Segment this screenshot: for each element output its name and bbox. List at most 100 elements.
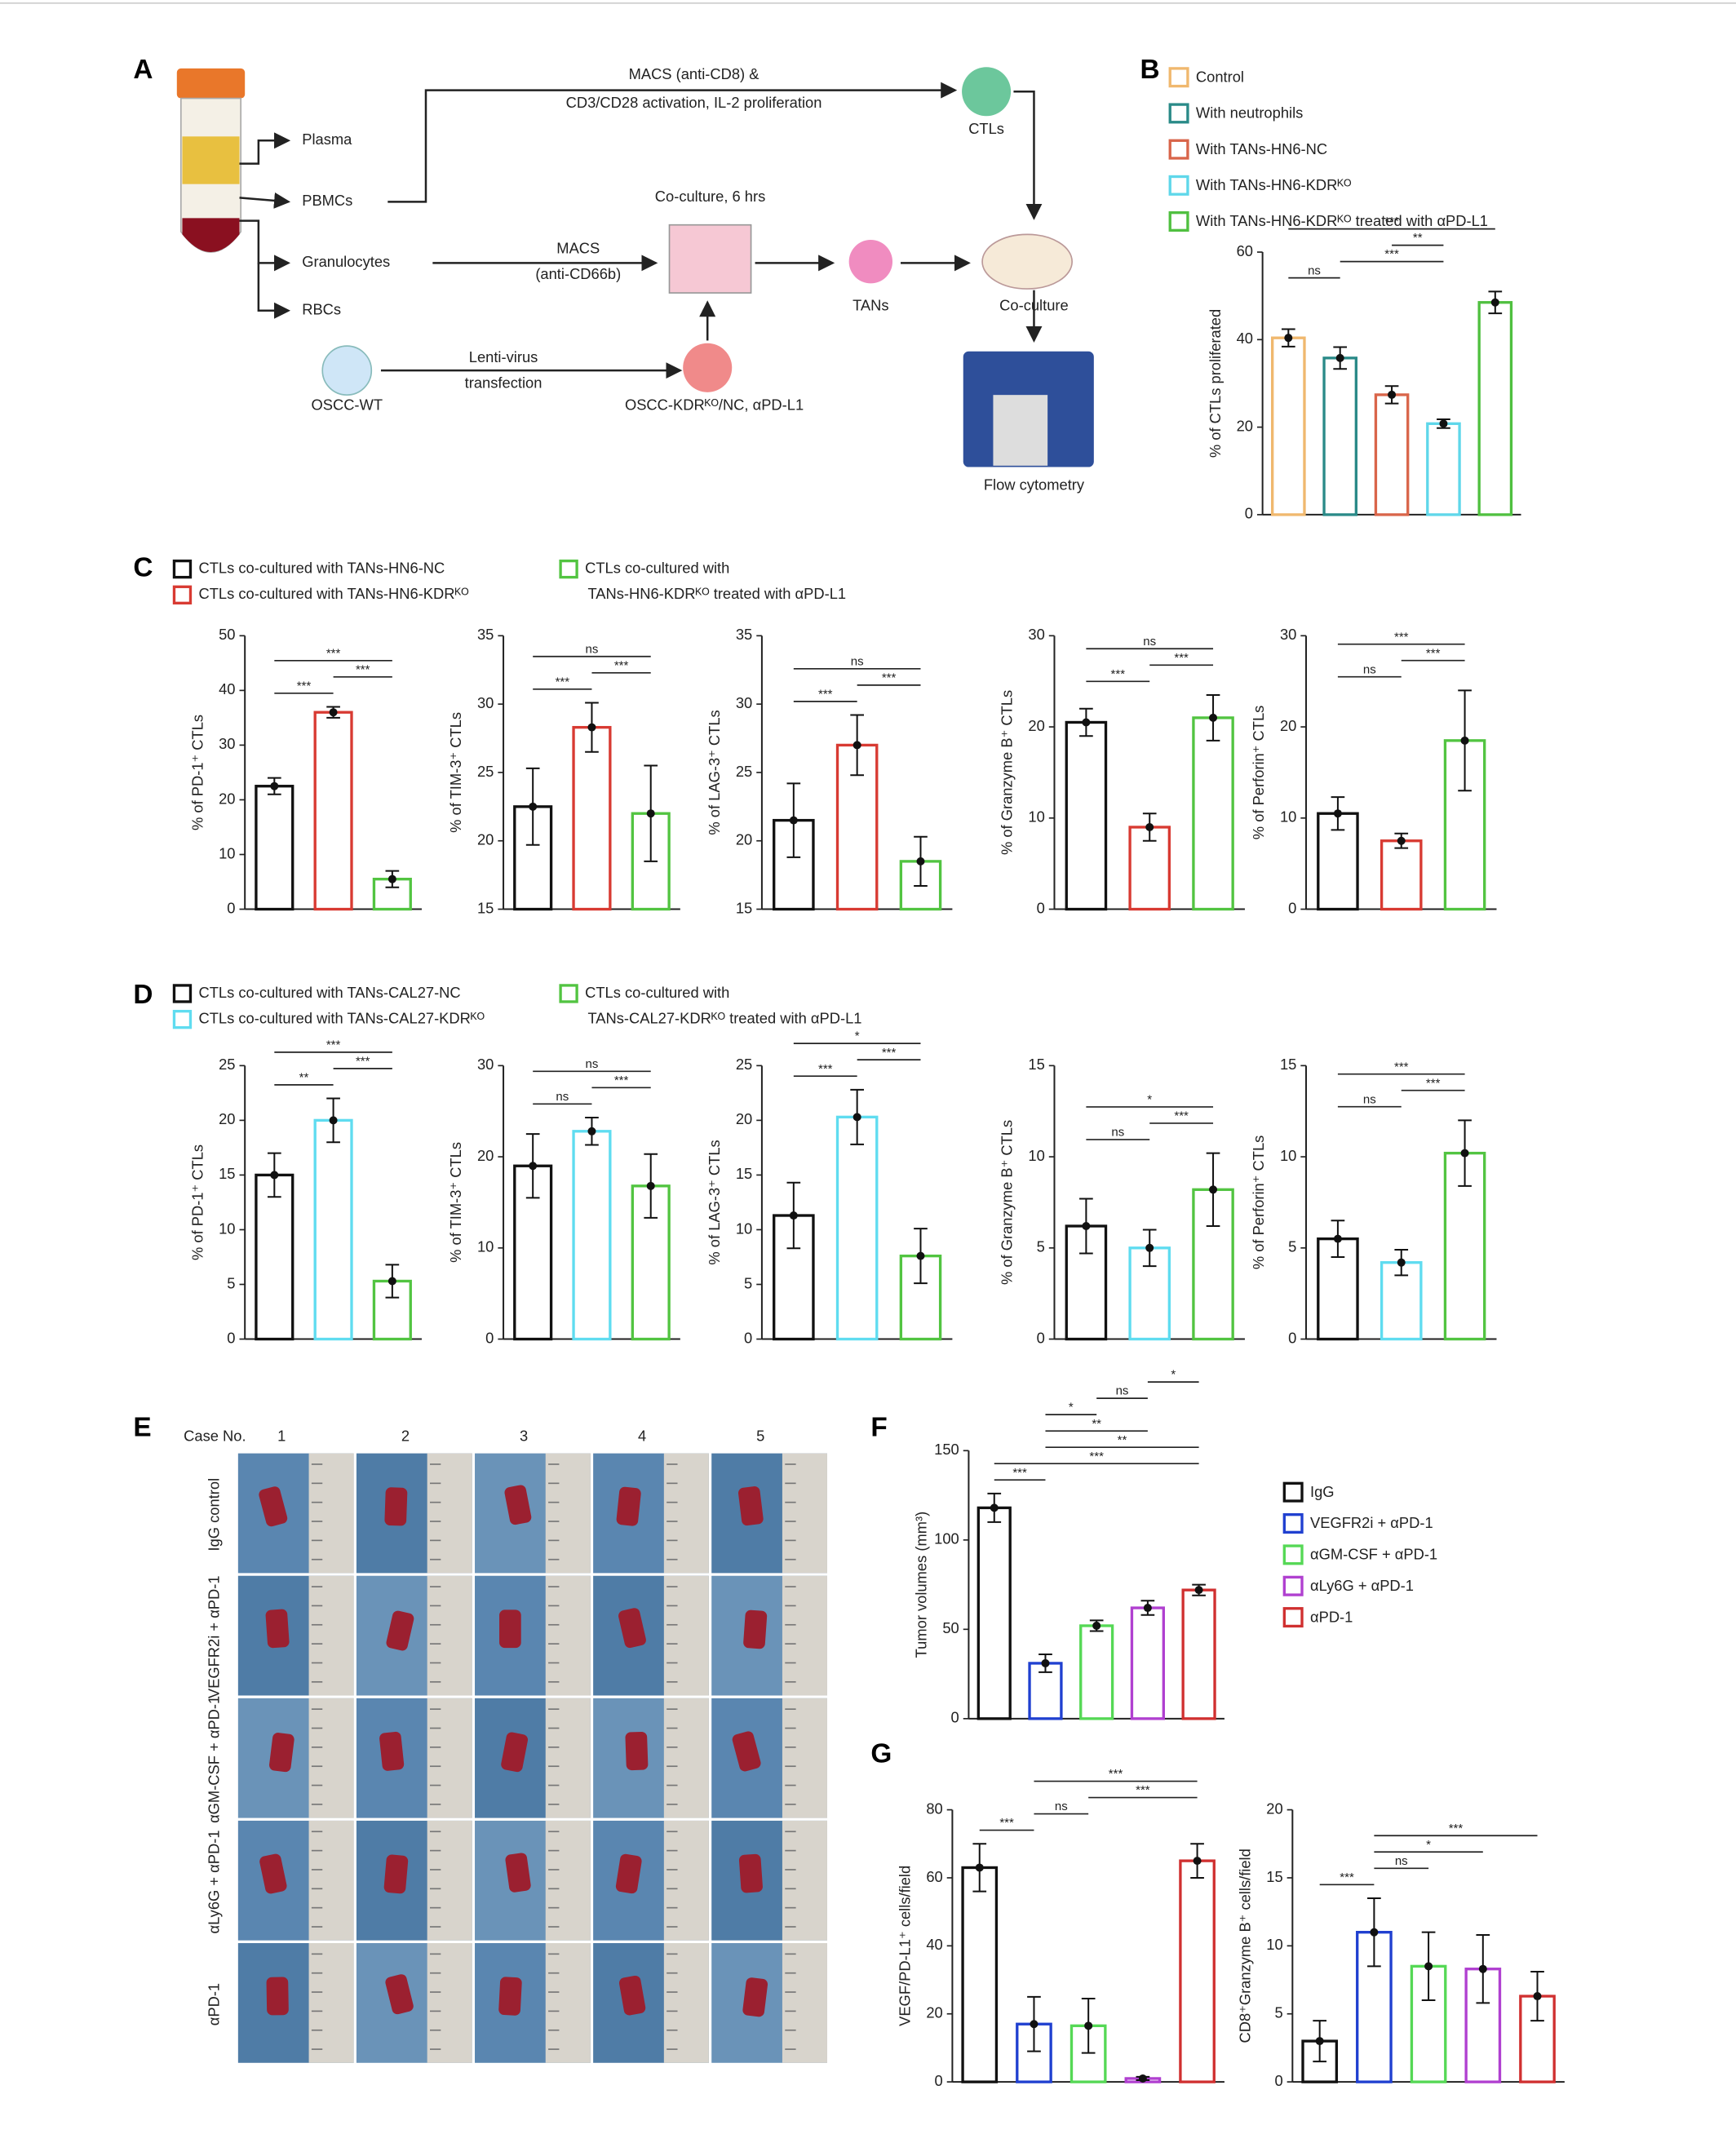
legend-label: With TANs-HN6-KDRᴷᴼ treated with αPD-L1 <box>1196 212 1488 229</box>
mean-dot <box>916 1251 925 1260</box>
significance-label: *** <box>818 687 833 701</box>
y-axis-label: % of CTLs proliferated <box>1207 309 1224 458</box>
y-tick-label: 40 <box>219 680 235 697</box>
legend-label: IgG <box>1310 1483 1335 1500</box>
flow-cytometer-port <box>993 395 1048 466</box>
tumor <box>383 1854 409 1894</box>
y-axis-label: Tumor volumes (mm³) <box>913 1512 930 1658</box>
mean-dot <box>789 816 798 825</box>
significance-label: *** <box>356 1054 370 1068</box>
y-tick-label: 20 <box>736 831 752 848</box>
photo-ruler <box>427 1698 472 1818</box>
y-tick-label: 80 <box>926 1800 942 1817</box>
photo-ruler <box>427 1943 472 2063</box>
tube-cap <box>176 68 246 99</box>
y-tick-label: 30 <box>477 694 494 711</box>
y-tick-label: 20 <box>219 1110 235 1127</box>
tumor <box>618 1975 646 2016</box>
photo-ruler <box>308 1943 354 2063</box>
significance-label: *** <box>1426 1076 1441 1090</box>
bar <box>313 1118 353 1341</box>
bar <box>1271 336 1306 516</box>
case-number: 1 <box>277 1427 286 1444</box>
mean-dot <box>1370 1928 1379 1937</box>
y-tick-label: 60 <box>1237 242 1253 259</box>
mean-dot <box>587 1127 596 1136</box>
mean-dot <box>1333 1234 1342 1243</box>
diagram-label: Lenti-virus <box>469 348 538 365</box>
bar <box>572 725 612 911</box>
tumor <box>501 1732 529 1773</box>
tumor <box>379 1731 405 1771</box>
mean-dot <box>1092 1621 1101 1630</box>
photo-ruler <box>663 1820 709 1941</box>
y-tick-label: 15 <box>219 1165 235 1182</box>
tumor <box>625 1731 649 1771</box>
y-tick-label: 100 <box>934 1530 959 1547</box>
diagram-label: MACS (anti-CD8) & <box>629 65 760 82</box>
y-tick-label: 0 <box>1037 899 1045 916</box>
y-tick-label: 10 <box>1280 1147 1296 1164</box>
panel-label: E <box>133 1412 151 1442</box>
legend-swatch <box>1168 67 1189 88</box>
legend-label: With TANs-HN6-NC <box>1196 140 1327 157</box>
y-tick-label: 30 <box>219 735 235 752</box>
significance-label: ns <box>1363 1092 1376 1106</box>
legend-label: αLy6G + αPD-1 <box>1310 1577 1414 1594</box>
significance-label: ns <box>556 1090 569 1104</box>
significance-label: ** <box>299 1071 309 1085</box>
y-tick-label: 10 <box>1028 808 1044 826</box>
bar <box>961 1866 999 2083</box>
y-tick-label: 15 <box>1280 1056 1296 1073</box>
legend-swatch <box>1168 139 1189 160</box>
y-tick-label: 30 <box>477 1056 494 1073</box>
y-axis-label: % of Granzyme B⁺ CTLs <box>999 690 1016 855</box>
mean-dot <box>646 1181 655 1190</box>
y-tick-label: 10 <box>736 1220 752 1237</box>
y-tick-label: 20 <box>1028 717 1044 734</box>
y-axis-label: % of Perforin⁺ CTLs <box>1250 706 1267 840</box>
y-axis-label: % of TIM-3⁺ CTLs <box>447 1142 464 1263</box>
y-tick-label: 0 <box>485 1329 494 1346</box>
diagram-label: CD3/CD28 activation, IL-2 proliferation <box>566 94 822 111</box>
panel-label: D <box>133 980 153 1010</box>
mean-dot <box>1439 419 1448 428</box>
ctl-cell <box>962 67 1012 117</box>
significance-label: *** <box>1012 1466 1027 1480</box>
mean-dot <box>1335 353 1344 362</box>
arrow <box>1013 90 1043 220</box>
mean-dot <box>388 874 396 883</box>
mean-dot <box>789 1211 798 1220</box>
tumor <box>499 1609 521 1649</box>
tumor <box>384 1487 408 1526</box>
y-tick-label: 0 <box>744 1329 752 1346</box>
y-axis-label: % of PD-1⁺ CTLs <box>188 1144 206 1260</box>
significance-label: * <box>1426 1838 1431 1852</box>
y-axis-label: % of PD-1⁺ CTLs <box>188 715 206 830</box>
arrow <box>239 219 291 272</box>
mean-dot <box>1145 1243 1154 1252</box>
y-tick-label: 20 <box>1237 417 1253 434</box>
diagram-label: CTLs <box>968 120 1004 137</box>
mean-dot <box>1030 2020 1038 2029</box>
photo-ruler <box>663 1575 709 1696</box>
y-axis-label: VEGF/PD-L1⁺ cells/field <box>897 1866 914 2026</box>
bar <box>976 1506 1012 1720</box>
y-tick-label: 10 <box>1266 1936 1282 1953</box>
mean-dot <box>1209 713 1218 722</box>
bar <box>1322 356 1358 516</box>
significance-label: *** <box>326 646 341 660</box>
diagram-label: TANs <box>852 297 888 314</box>
y-tick-label: 15 <box>477 899 494 916</box>
tumor <box>738 1853 763 1893</box>
y-tick-label: 10 <box>477 1238 494 1255</box>
panel-label: C <box>133 552 153 582</box>
significance-label: *** <box>1449 1822 1464 1835</box>
significance-label: * <box>855 1029 860 1043</box>
mean-dot <box>1424 1962 1433 1971</box>
y-tick-label: 50 <box>219 626 235 643</box>
significance-label: *** <box>1340 1871 1354 1884</box>
y-tick-label: 0 <box>227 1329 235 1346</box>
mean-dot <box>1082 1221 1091 1230</box>
